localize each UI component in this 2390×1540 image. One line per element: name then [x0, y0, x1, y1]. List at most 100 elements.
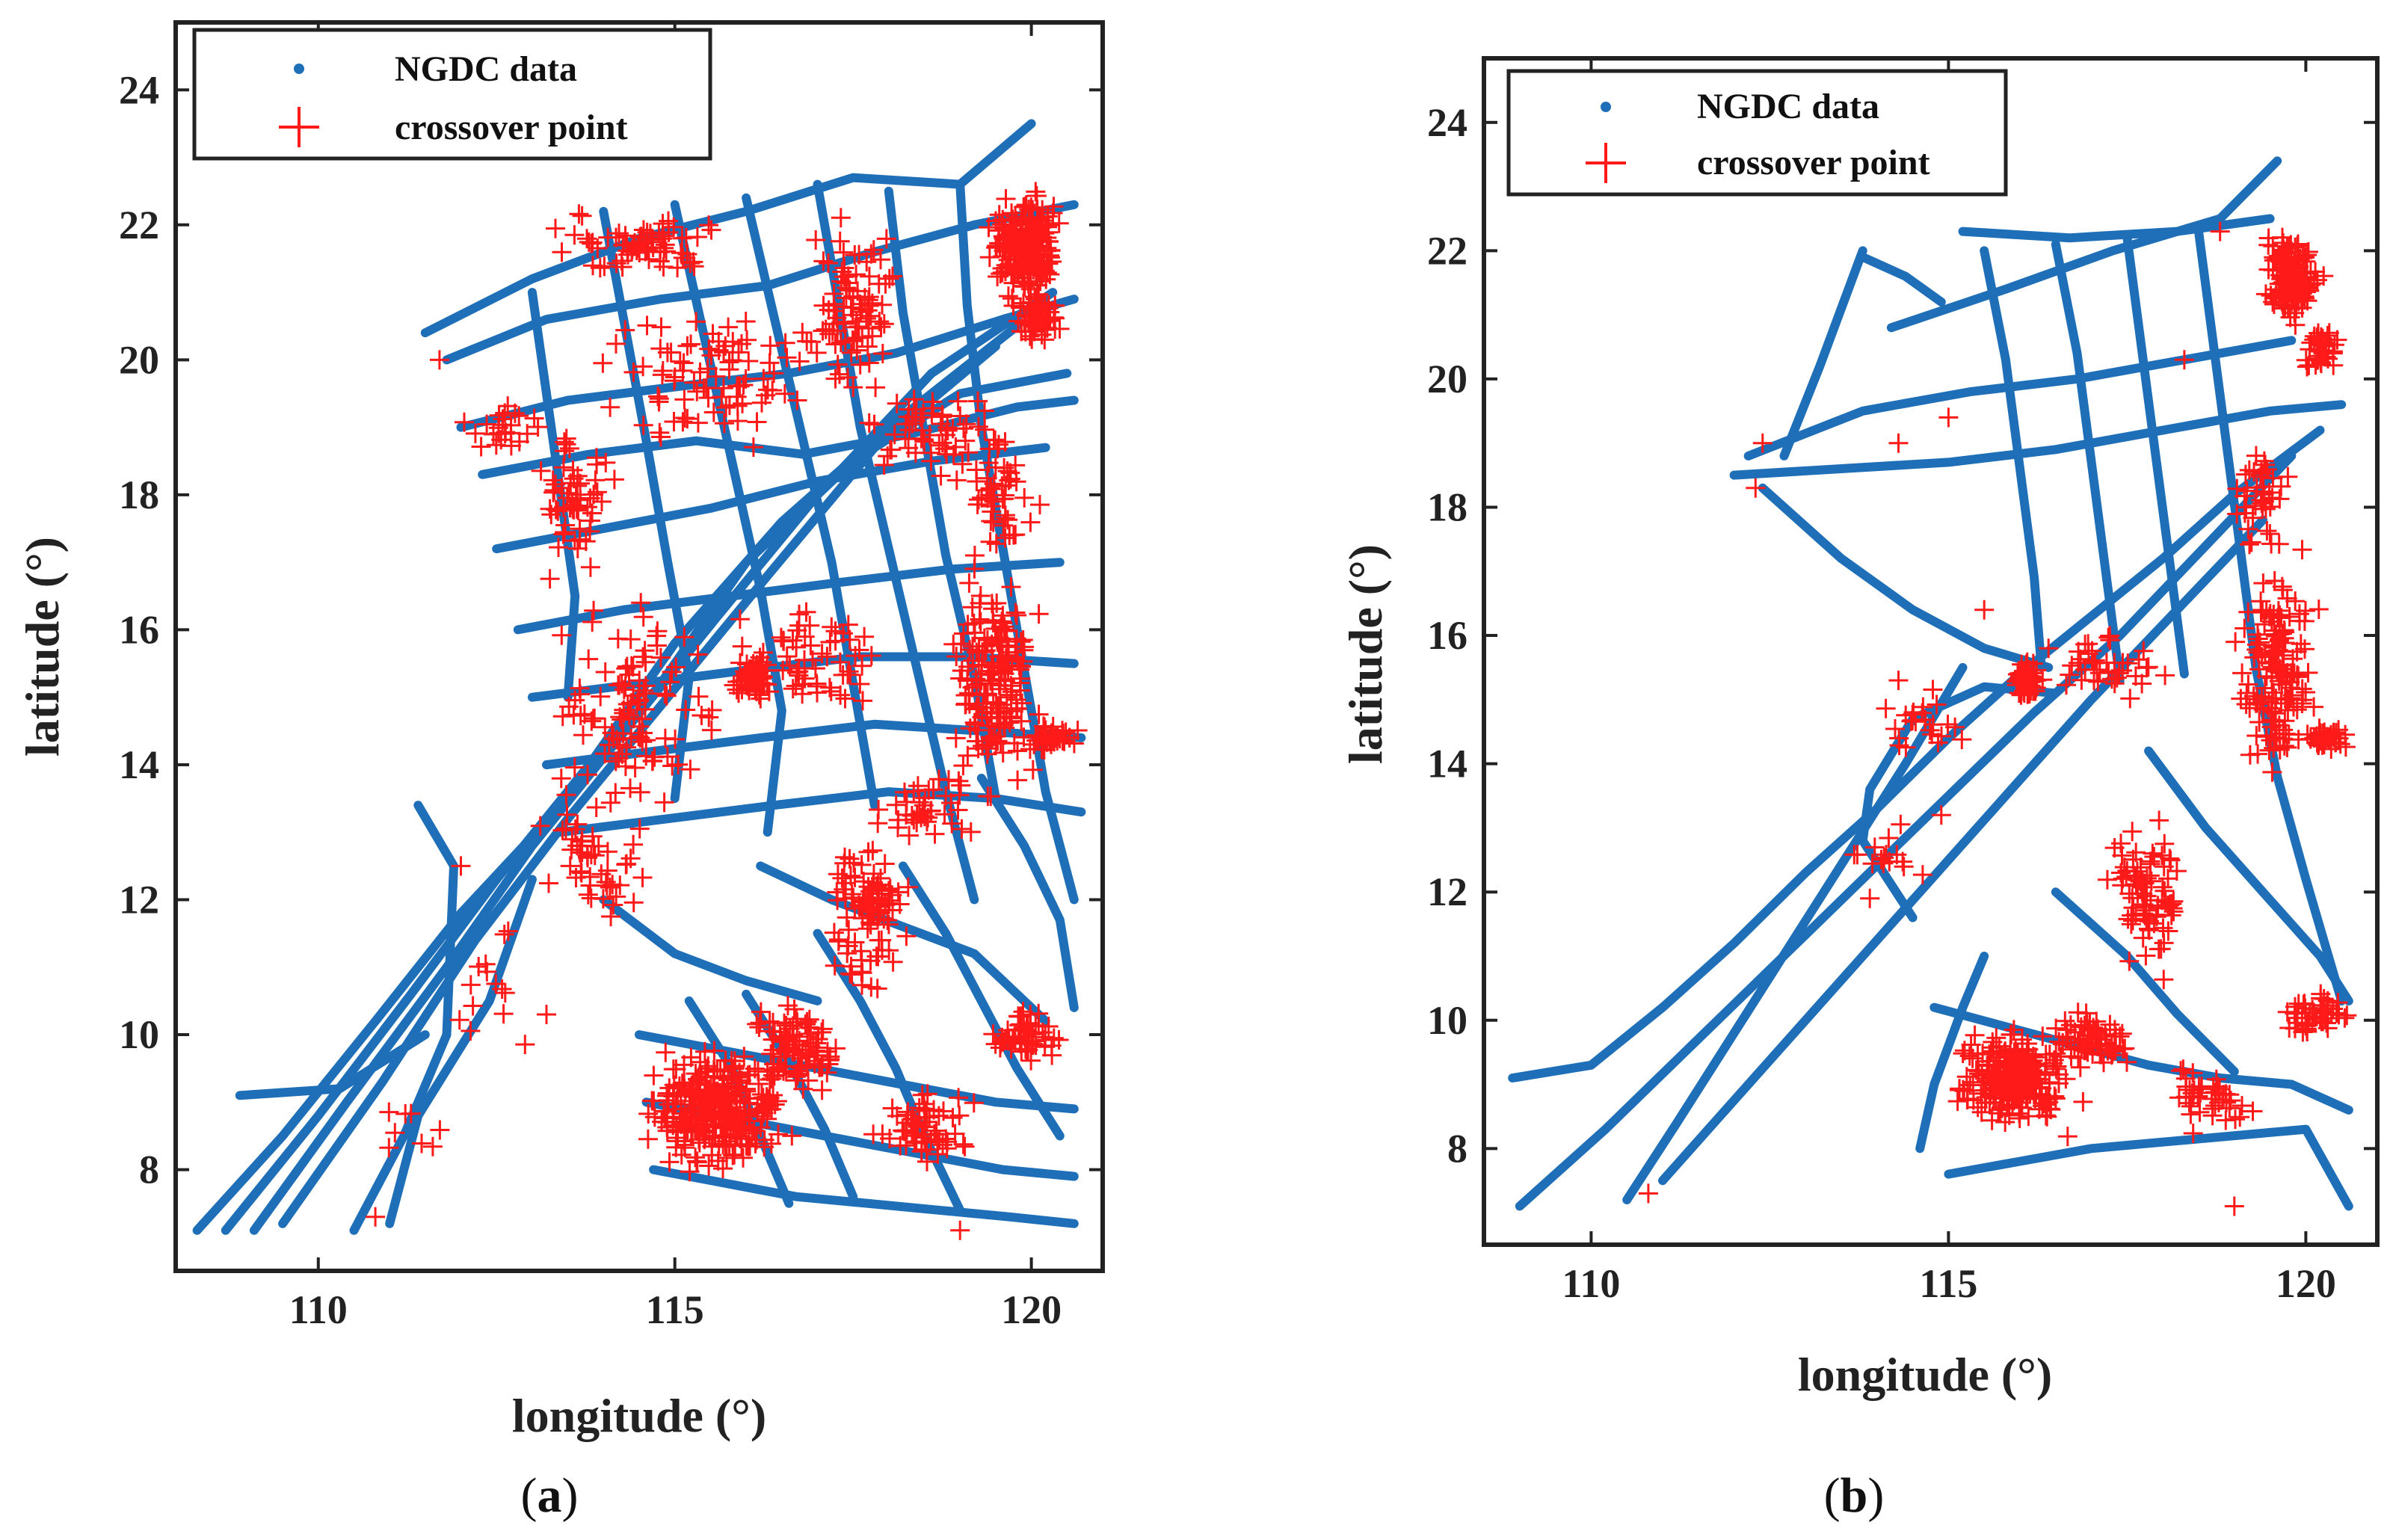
crossover-point-b-491 [2033, 1026, 2053, 1047]
crossover-point-a-1770 [840, 629, 860, 650]
crossover-point-b-155 [2255, 284, 2276, 304]
crossover-point-b-645 [2292, 540, 2312, 560]
crossover-point-a-1568 [946, 470, 967, 490]
crossover-point-a-380 [638, 1129, 658, 1149]
crossover-point-a-1661 [621, 656, 641, 676]
crossover-point-a-777 [768, 1059, 788, 1079]
caption-b-letter: b [1841, 1468, 1868, 1523]
crossover-point-a-1945 [515, 1035, 535, 1055]
crossover-point-a-1726 [831, 685, 851, 705]
crossover-point-a-785 [798, 1026, 817, 1047]
crossover-point-a-1951 [494, 924, 514, 944]
y-tick-label-a-2: 12 [119, 878, 159, 923]
crossover-point-a-1615 [567, 814, 588, 834]
crossover-point-b-1121 [2224, 1196, 2244, 1216]
crossover-point-a-680 [712, 1079, 733, 1100]
crossover-point-b-1047 [2137, 658, 2157, 678]
crossover-point-b-465 [1986, 1028, 2006, 1048]
crossover-point-b-586 [2076, 1003, 2096, 1023]
crossover-point-a-1074 [1011, 1034, 1031, 1053]
crossover-point-a-1450 [583, 256, 603, 276]
crossover-point-a-1381 [567, 538, 588, 558]
crossover-point-b-1127 [2210, 221, 2230, 241]
crossover-point-b-167 [2306, 262, 2326, 282]
crossover-point-a-733 [787, 1012, 807, 1032]
y-tick-label-a-3: 14 [119, 742, 159, 787]
crossover-point-a-1343 [553, 524, 573, 544]
crossover-point-a-1537 [723, 332, 743, 352]
crossover-point-a-1288 [872, 295, 892, 315]
crossover-point-a-633 [717, 1148, 737, 1168]
y-tick-label-b-7: 22 [1427, 228, 1467, 273]
crossover-point-b-860 [2183, 1124, 2203, 1143]
crossover-point-a-531 [680, 1162, 700, 1182]
crossover-point-a-614 [642, 1091, 662, 1111]
crossover-point-a-1594 [958, 443, 979, 463]
ngdc-tracks-b [1508, 156, 2353, 1211]
crossover-point-b-1126 [2174, 350, 2194, 370]
ngdc-track-b-16 [1929, 1002, 2353, 1115]
crossover-point-a-222 [1014, 259, 1034, 280]
crossover-point-b-1061 [2072, 670, 2092, 690]
crossover-point-a-274 [1040, 310, 1060, 330]
crossover-point-a-1750 [801, 635, 821, 656]
crossover-point-a-1463 [789, 351, 810, 372]
crossover-point-a-1756 [846, 646, 866, 666]
ngdc-track-a-5 [349, 801, 458, 1235]
ngdc-track-b-12 [2051, 239, 2125, 686]
crossover-point-a-1191 [828, 890, 848, 911]
crossover-point-a-288 [1035, 294, 1055, 313]
crossover-point-a-1501 [633, 415, 653, 435]
crossover-point-a-764 [764, 1054, 784, 1074]
crossover-point-b-669 [2226, 632, 2246, 652]
crossover-point-a-1712 [595, 744, 615, 764]
crossover-point-a-955 [1011, 711, 1032, 731]
crossover-point-b-1049 [2134, 641, 2154, 661]
crossover-point-b-995 [2241, 532, 2261, 552]
crossover-point-b-857 [2285, 1018, 2305, 1038]
legend-box-b [1506, 69, 2008, 197]
crossover-point-a-536 [644, 1065, 664, 1085]
crossover-point-a-226 [1014, 239, 1034, 259]
crossover-point-a-1688 [556, 785, 576, 805]
crossover-point-b-121 [2295, 247, 2315, 268]
crossover-point-a-1679 [608, 629, 628, 649]
crossover-point-a-1544 [733, 393, 752, 413]
crossover-point-a-661 [652, 1112, 672, 1132]
crossover-point-b-761 [2261, 730, 2281, 751]
crossover-point-a-1495 [775, 333, 795, 353]
crossover-point-a-671 [697, 1059, 717, 1079]
crossover-point-a-409 [686, 1148, 706, 1168]
crossover-point-a-1704 [609, 675, 629, 695]
crossover-point-a-1936 [914, 807, 934, 827]
crossover-point-a-1927 [925, 824, 945, 844]
crossover-point-a-1536 [698, 388, 718, 408]
crossover-point-b-1095 [1952, 730, 1972, 750]
crossover-point-a-1682 [654, 792, 674, 813]
crossover-point-b-509 [2018, 1106, 2039, 1127]
crossover-point-b-454 [2018, 1034, 2038, 1053]
crossover-point-a-1339 [540, 569, 560, 589]
legend-box-a [192, 28, 712, 161]
crossover-point-a-943 [991, 662, 1011, 682]
crossover-point-a-1894 [981, 479, 1001, 499]
crossover-point-a-1515 [648, 386, 668, 407]
ngdc-track-b-17 [1944, 1124, 2353, 1211]
crossover-point-a-1583 [921, 451, 941, 471]
crossover-point-a-1320 [845, 245, 865, 265]
crossover-point-a-1810 [571, 863, 591, 883]
crossover-point-a-675 [724, 1112, 745, 1132]
crossover-point-b-1029 [2240, 535, 2259, 555]
crossover-point-b-1118 [1938, 407, 1959, 428]
crossover-point-a-1675 [674, 627, 694, 647]
crossover-point-a-1503 [729, 342, 748, 363]
crossover-point-b-209 [2312, 328, 2332, 348]
crossover-point-b-145 [2281, 235, 2301, 255]
crossover-point-a-1763 [800, 615, 820, 635]
crossover-point-a-1897 [994, 458, 1014, 478]
crossover-point-a-734 [812, 1080, 832, 1100]
crossover-point-b-1012 [2260, 524, 2280, 544]
crossover-point-a-1466 [686, 312, 706, 332]
crossover-point-a-1899 [977, 468, 997, 488]
